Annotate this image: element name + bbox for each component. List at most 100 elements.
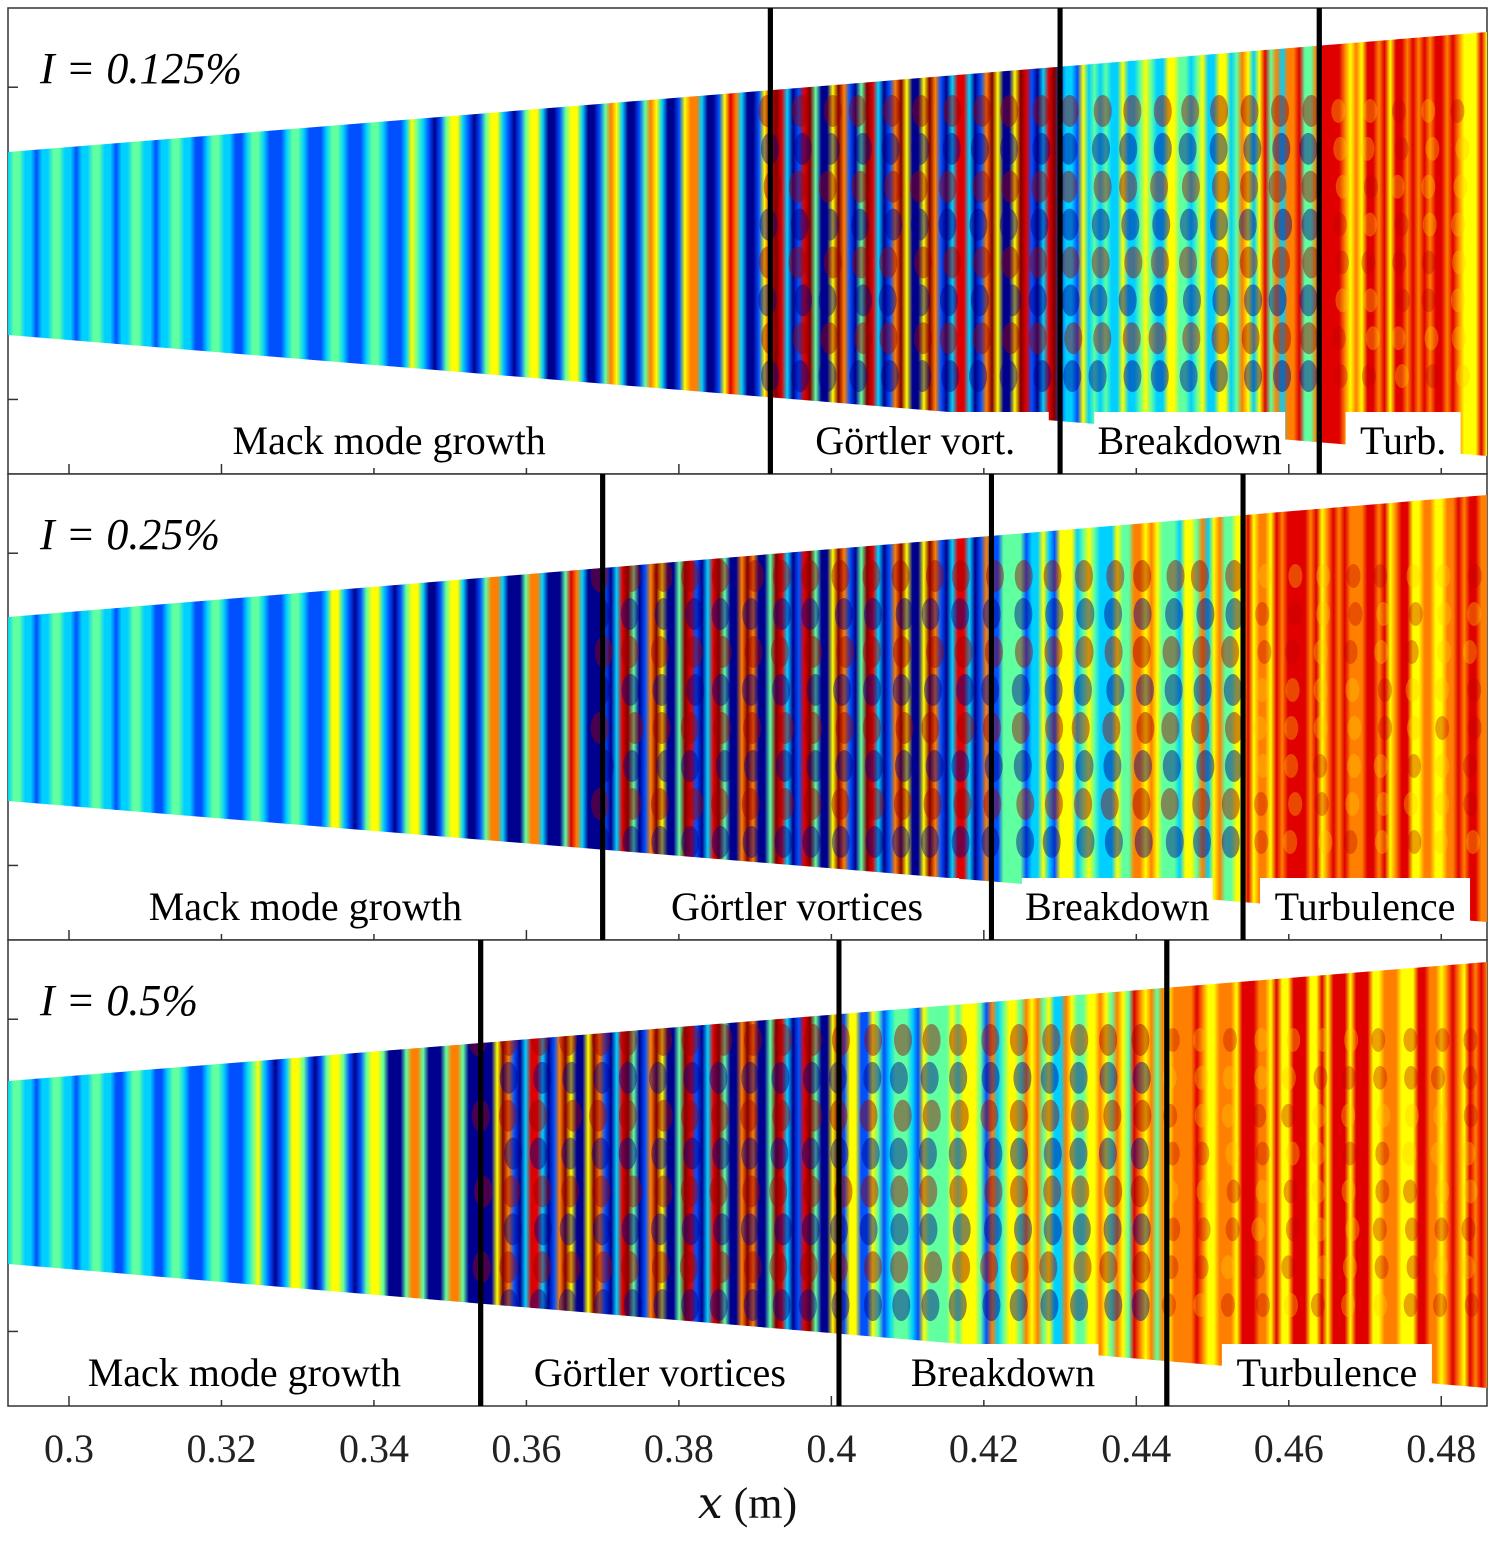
flow-structure — [1042, 1023, 1061, 1056]
flow-structure — [1395, 288, 1410, 313]
flow-structure — [1435, 1027, 1450, 1052]
flow-structure — [1433, 1103, 1448, 1128]
flow-structure — [774, 1023, 793, 1056]
flow-structure — [1374, 1255, 1389, 1280]
flow-structure — [769, 1175, 788, 1208]
flow-structure — [1377, 678, 1392, 702]
region-label: Breakdown — [911, 1350, 1095, 1395]
flow-structure — [1099, 1023, 1118, 1056]
flow-structure — [651, 1251, 670, 1284]
flow-structure — [1255, 1293, 1270, 1318]
flow-structure — [618, 1099, 637, 1132]
flow-structure — [1404, 1065, 1419, 1090]
flow-structure — [771, 1061, 790, 1094]
flow-structure — [980, 1251, 999, 1284]
flow-structure — [1153, 132, 1172, 165]
flow-structure — [681, 1289, 700, 1322]
flow-structure — [1373, 1293, 1388, 1318]
flow-structure — [1044, 674, 1063, 706]
flow-structure — [1103, 1099, 1122, 1132]
flow-structure — [1467, 678, 1482, 702]
flow-structure — [563, 1099, 582, 1132]
flow-structure — [1104, 598, 1123, 630]
flow-structure — [1268, 284, 1287, 317]
flow-structure — [788, 246, 807, 279]
flow-structure — [1372, 1217, 1387, 1242]
flow-structure — [911, 132, 930, 165]
flow-structure — [1254, 1027, 1269, 1052]
flow-structure — [589, 1099, 608, 1132]
flow-structure — [1255, 1179, 1270, 1204]
flow-structure — [1390, 174, 1405, 199]
flow-structure — [1375, 1179, 1390, 1204]
flow-structure — [1450, 212, 1465, 237]
x-tick-label: 0.48 — [1406, 1426, 1476, 1471]
flow-structure — [1040, 1289, 1059, 1322]
flow-structure — [860, 1175, 879, 1208]
flow-structure — [1016, 788, 1035, 820]
flow-structure — [1133, 750, 1152, 782]
flow-structure — [1316, 1027, 1331, 1052]
flow-structure — [912, 94, 931, 127]
flow-structure — [1437, 602, 1452, 626]
flow-structure — [798, 1289, 817, 1322]
flow-structure — [1302, 94, 1321, 127]
flow-structure — [969, 208, 988, 241]
flow-structure — [969, 360, 988, 393]
flow-structure — [925, 750, 944, 782]
flow-structure — [1316, 602, 1331, 626]
flow-structure — [1061, 284, 1080, 317]
flow-structure — [1071, 1175, 1090, 1208]
flow-structure — [1421, 250, 1436, 275]
x-axis-variable: x — [697, 1478, 723, 1529]
flow-structure — [924, 1251, 943, 1284]
flow-structure — [623, 750, 642, 782]
flow-structure — [1226, 1179, 1241, 1204]
flow-structure — [865, 826, 884, 858]
flow-structure — [711, 560, 730, 592]
flow-structure — [854, 322, 873, 355]
flow-structure — [1455, 136, 1470, 161]
flow-structure — [834, 598, 853, 630]
flow-structure — [1131, 1023, 1150, 1056]
flow-field — [8, 495, 1487, 922]
flow-field — [8, 962, 1487, 1388]
flow-structure — [1316, 1255, 1331, 1280]
flow-structure — [1060, 208, 1079, 241]
flow-structure — [984, 1137, 1003, 1170]
flow-structure — [895, 598, 914, 630]
flow-structure — [652, 712, 671, 744]
flow-structure — [592, 1213, 611, 1246]
flow-structure — [1288, 792, 1303, 816]
flow-structure — [712, 1137, 731, 1170]
flow-structure — [942, 132, 961, 165]
flow-structure — [850, 208, 869, 241]
panels-group: I = 0.125% Mack mode growth Görtler vort. B… — [7, 7, 1488, 1407]
flow-structure — [1302, 246, 1321, 279]
flow-structure — [1098, 1137, 1117, 1170]
flow-structure — [654, 1175, 673, 1208]
flow-structure — [1132, 1061, 1151, 1094]
flow-structure — [1069, 1137, 1088, 1170]
flow-structure — [1009, 1099, 1028, 1132]
flow-structure — [744, 636, 763, 668]
flow-structure — [863, 1251, 882, 1284]
region-label: Mack mode growth — [88, 1350, 401, 1395]
flow-structure — [1152, 208, 1171, 241]
flow-structure — [1028, 284, 1047, 317]
flow-structure — [1281, 1065, 1296, 1090]
flow-structure — [890, 1251, 909, 1284]
flow-structure — [943, 246, 962, 279]
flow-structure — [772, 674, 791, 706]
flow-structure — [1061, 246, 1080, 279]
flow-structure — [712, 674, 731, 706]
flow-structure — [861, 1137, 880, 1170]
flow-structure — [1059, 132, 1078, 165]
flow-structure — [1346, 564, 1361, 588]
flow-structure — [1072, 1213, 1091, 1246]
flow-structure — [892, 1289, 911, 1322]
flow-structure — [1244, 284, 1263, 317]
flow-structure — [801, 598, 820, 630]
flow-structure — [1285, 1141, 1300, 1166]
